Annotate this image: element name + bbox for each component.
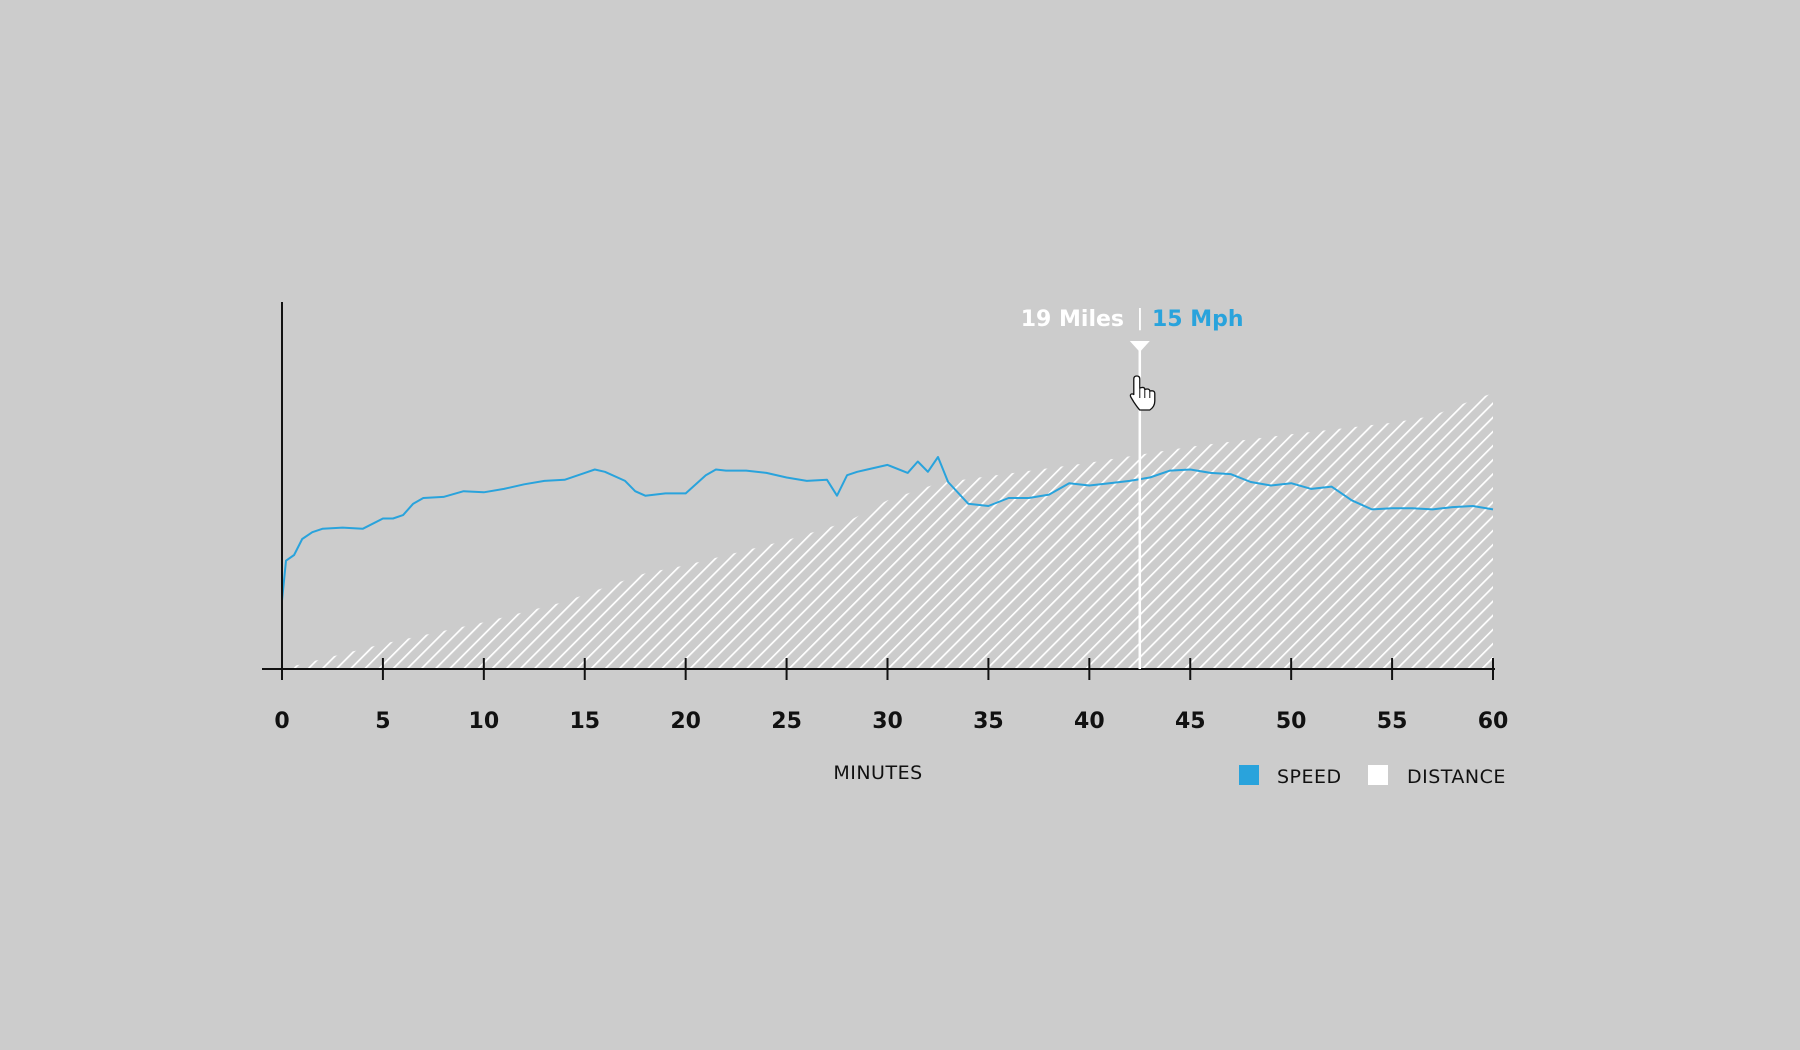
x-axis-title: MINUTES <box>833 762 922 784</box>
x-tick-label-20: 20 <box>670 709 701 734</box>
x-tick-label-30: 30 <box>872 709 903 734</box>
x-tick-label-15: 15 <box>569 709 600 734</box>
distance-area <box>282 393 1493 669</box>
readout: 19 Miles | 15 Mph <box>1021 306 1244 332</box>
x-tick-label-60: 60 <box>1478 709 1509 734</box>
legend-label-distance: DISTANCE <box>1407 766 1506 788</box>
x-tick-label-0: 0 <box>274 709 289 734</box>
readout-separator: | <box>1136 306 1143 331</box>
legend-swatch-distance <box>1368 765 1388 785</box>
x-tick-label-25: 25 <box>771 709 802 734</box>
x-tick-label-55: 55 <box>1377 709 1408 734</box>
legend-swatch-speed <box>1239 765 1259 785</box>
legend: SPEED DISTANCE <box>1239 765 1506 788</box>
pointer-hand-icon <box>1129 375 1156 411</box>
legend-label-speed: SPEED <box>1277 766 1342 788</box>
x-tick-label-10: 10 <box>469 709 500 734</box>
x-tick-label-50: 50 <box>1276 709 1307 734</box>
x-tick-label-35: 35 <box>973 709 1004 734</box>
readout-marker-arrow[interactable] <box>1129 341 1150 352</box>
x-tick-label-45: 45 <box>1175 709 1206 734</box>
x-tick-label-40: 40 <box>1074 709 1105 734</box>
speed-line <box>281 456 1494 601</box>
x-tick-label-5: 5 <box>375 709 390 734</box>
readout-distance: 19 Miles <box>1021 307 1124 332</box>
readout-speed: 15 Mph <box>1152 307 1244 332</box>
